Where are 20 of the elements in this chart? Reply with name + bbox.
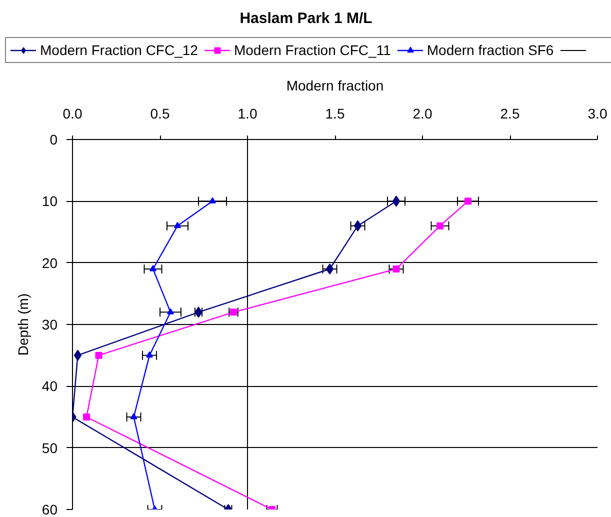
legend-label: Modern fraction SF6 bbox=[426, 42, 554, 58]
chart-title: Haslam Park 1 M/L bbox=[240, 10, 372, 27]
y-tick-label: 0 bbox=[50, 132, 58, 148]
y-tick-label: 30 bbox=[42, 316, 58, 332]
x-tick-label: 2.5 bbox=[500, 106, 520, 122]
y-tick-label: 40 bbox=[42, 378, 58, 394]
legend-label: Modern Fraction CFC_11 bbox=[234, 42, 391, 58]
x-tick-label: 0.5 bbox=[150, 106, 170, 122]
legend-label: Modern Fraction CFC_12 bbox=[40, 42, 198, 58]
x-tick-label: 1.5 bbox=[325, 106, 345, 122]
y-tick-label: 60 bbox=[42, 502, 58, 517]
x-tick-label: 0.0 bbox=[62, 106, 82, 122]
x-axis-title: Modern fraction bbox=[286, 78, 384, 94]
y-tick-label: 20 bbox=[42, 254, 58, 271]
x-tick-label: 2.0 bbox=[412, 106, 432, 122]
x-tick-label: 3.0 bbox=[588, 106, 608, 122]
x-tick-label: 1.0 bbox=[238, 106, 258, 122]
y-axis-title: Depth (m) bbox=[14, 293, 31, 356]
y-tick-label: 50 bbox=[42, 440, 58, 456]
y-tick-label: 10 bbox=[42, 193, 58, 210]
